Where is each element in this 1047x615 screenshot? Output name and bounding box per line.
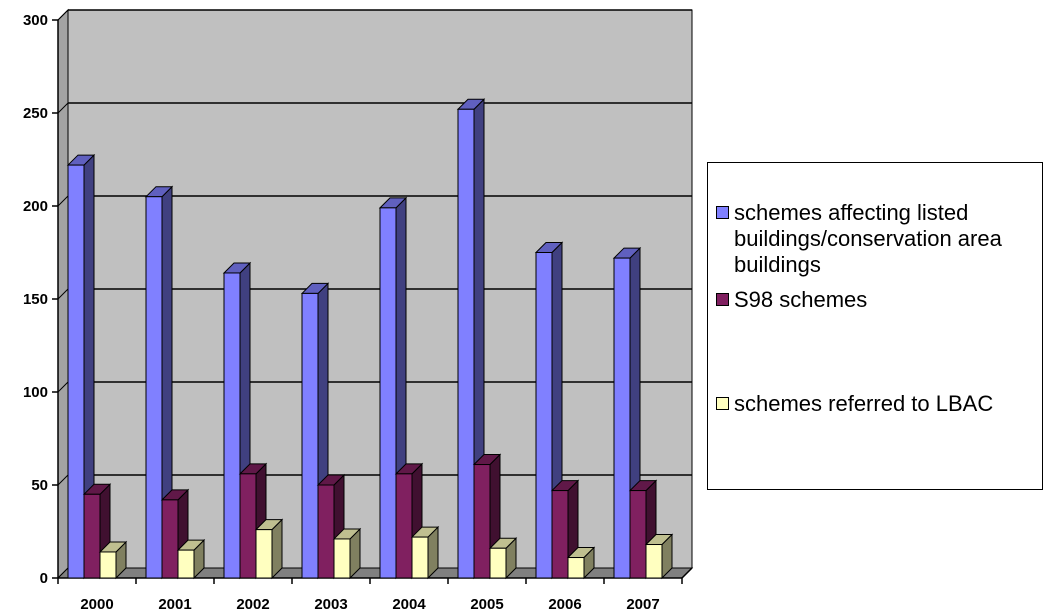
x-tick-label: 2001 (158, 596, 191, 613)
bar-front (379, 207, 397, 579)
bar-front (411, 536, 429, 579)
y-tick-label: 250 (23, 105, 48, 122)
bar-front (613, 257, 631, 579)
gridline-side (57, 288, 69, 300)
bar-front (301, 292, 319, 579)
legend-item-lbac: schemes referred to LBAC (716, 391, 1044, 417)
bar-front (567, 557, 585, 579)
x-tick-label: 2006 (548, 596, 581, 613)
x-tick-label: 2002 (236, 596, 269, 613)
bar-front (255, 529, 273, 579)
x-tick-label: 2005 (470, 596, 503, 613)
gridline-side (57, 9, 69, 21)
tick-labels: 0 50 100 150 200 250 300 2000 2001 2002 2003 2004 20… (23, 12, 660, 613)
bar-front (67, 164, 85, 579)
y-tick-label: 200 (23, 198, 48, 215)
bar-front (161, 499, 179, 579)
bar-front (489, 547, 507, 579)
x-tick-label: 2003 (314, 596, 347, 613)
bar-2001-2 (176, 538, 206, 580)
x-tick-label: 2000 (80, 596, 113, 613)
y-tick-label: 300 (23, 12, 48, 29)
bar-front (473, 464, 491, 579)
legend-label-lbac: schemes referred to LBAC (734, 391, 994, 416)
bar-front (333, 538, 351, 579)
bar-2005-0 (456, 98, 486, 580)
bar-2004-2 (410, 525, 440, 580)
y-tick-label: 50 (31, 477, 48, 494)
bar-front (551, 490, 569, 579)
x-tick-label: 2007 (626, 596, 659, 613)
bar-front (223, 272, 241, 579)
legend-swatch-lbac (716, 397, 729, 410)
gridline-side (57, 474, 69, 486)
gridline-side (57, 102, 69, 114)
y-tick-label: 100 (23, 384, 48, 401)
floor-edge (681, 567, 693, 579)
bar-2003-2 (332, 527, 362, 580)
legend-label-listed-buildings: schemes affecting listed buildings/conse… (734, 200, 1002, 277)
bar-2007-1 (628, 479, 658, 580)
legend-label-s98: S98 schemes (734, 287, 868, 312)
bar-front (395, 473, 413, 579)
legend-swatch-listed-buildings (716, 206, 729, 219)
bar-front (239, 473, 257, 579)
bar-front (145, 196, 163, 579)
bar-2000-0 (66, 153, 96, 580)
bar-2007-0 (612, 246, 642, 580)
bar-2007-2 (644, 533, 674, 580)
bar-2006-2 (566, 546, 596, 580)
legend: schemes affecting listed buildings/conse… (707, 162, 1043, 490)
bar-front (99, 551, 117, 579)
legend-swatch-s98 (716, 293, 729, 306)
bar-2005-2 (488, 537, 518, 580)
bar-front (83, 493, 101, 579)
y-tick-label: 150 (23, 291, 48, 308)
x-tick-label: 2004 (392, 596, 426, 613)
gridline-side (57, 195, 69, 207)
y-tick-label: 0 (40, 570, 48, 587)
bar-front (535, 252, 553, 579)
bar-2002-2 (254, 518, 284, 580)
bar-2000-2 (98, 540, 128, 580)
bar-2001-0 (144, 185, 174, 580)
bars (66, 98, 674, 580)
gridline-side (57, 381, 69, 393)
bar-front (645, 544, 663, 579)
bar-front (317, 484, 335, 579)
bar-front (629, 490, 647, 579)
legend-item-listed-buildings: schemes affecting listed buildings/conse… (716, 200, 1044, 278)
bar-front (457, 108, 475, 579)
bar-front (177, 549, 195, 579)
legend-item-s98: S98 schemes (716, 287, 1044, 313)
